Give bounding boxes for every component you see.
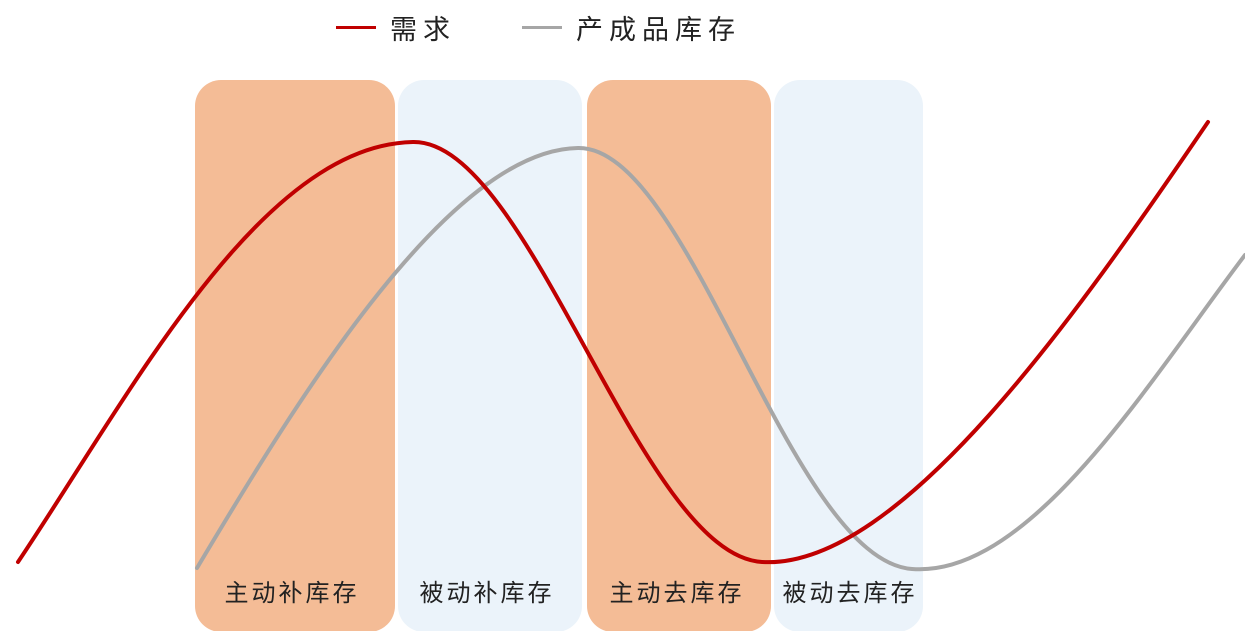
phase-band-passive-restocking	[398, 80, 582, 631]
inventory-curve	[195, 145, 1245, 572]
phase-band-passive-destocking	[774, 80, 923, 631]
phase-band-active-restocking	[195, 80, 395, 631]
phase-labels: 主动补库存 被动补库存 主动去库存 被动去库存	[225, 579, 918, 607]
legend-item-inventory: 产成品库存	[522, 4, 741, 50]
demand-line-swatch	[336, 25, 376, 29]
phase-label-active-destocking: 主动去库存	[610, 579, 745, 607]
phase-band-active-destocking	[587, 80, 771, 631]
phase-bands	[195, 80, 923, 631]
phase-label-passive-restocking: 被动补库存	[420, 579, 555, 607]
demand-curve	[16, 120, 1210, 565]
phase-label-passive-destocking: 被动去库存	[783, 579, 918, 607]
legend-label-inventory: 产成品库存	[576, 14, 741, 46]
legend: 需求 产成品库存	[0, 4, 1245, 50]
legend-item-demand: 需求	[336, 4, 456, 50]
legend-label-demand: 需求	[390, 14, 456, 46]
phase-label-active-restocking: 主动补库存	[225, 579, 360, 607]
inventory-line-swatch	[522, 25, 562, 29]
